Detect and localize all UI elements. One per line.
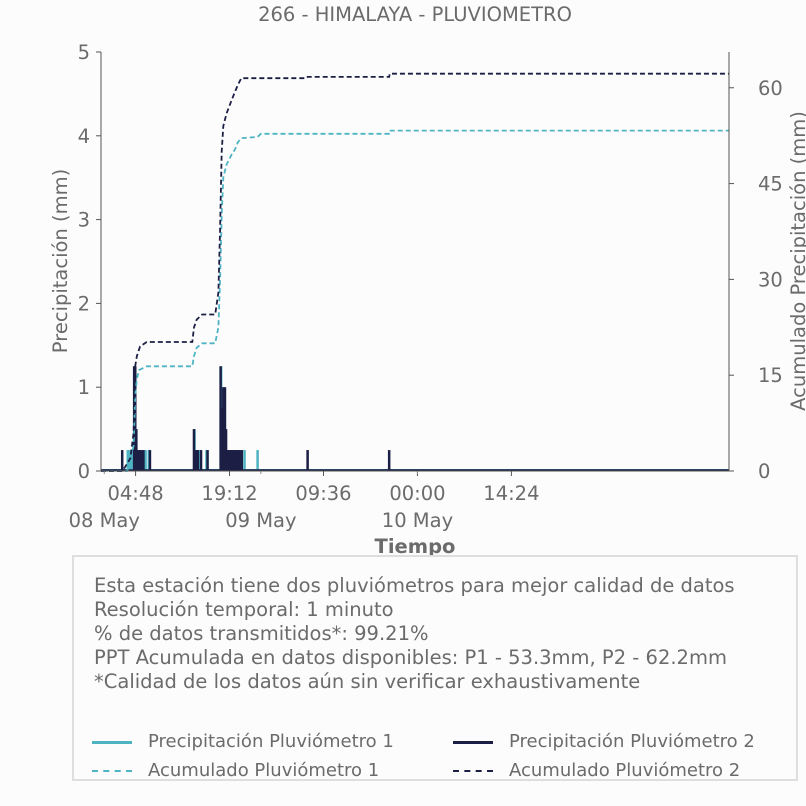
info-line-quality: *Calidad de los datos aún sin verificar … bbox=[94, 670, 641, 693]
y-tick-label: 3 bbox=[78, 209, 90, 232]
y2-axis-label: Acumulado Precipitación (mm) bbox=[787, 111, 806, 411]
y-axis-label: Precipitación (mm) bbox=[49, 169, 72, 353]
info-line-transmitted: % de datos transmitidos*: 99.21% bbox=[94, 622, 429, 645]
y-tick-label: 1 bbox=[78, 376, 90, 399]
x-date-label: 09 May bbox=[225, 509, 296, 532]
legend-swatch-p1-accum bbox=[92, 770, 132, 772]
x-tick-label: 09:36 bbox=[295, 482, 351, 505]
chart-title: 266 - HIMALAYA - PLUVIOMETRO bbox=[258, 3, 572, 26]
info-box: Esta estación tiene dos pluviómetros par… bbox=[72, 555, 798, 781]
legend-label-p1-accum: Acumulado Pluviómetro 1 bbox=[148, 760, 380, 781]
legend-label-p2-precip: Precipitación Pluviómetro 2 bbox=[509, 731, 755, 752]
series-accumulated bbox=[101, 72, 729, 472]
y2-tick-label: 0 bbox=[758, 460, 770, 483]
legend-label-p1-precip: Precipitación Pluviómetro 1 bbox=[148, 731, 394, 752]
precipitation-chart: 266 - HIMALAYA - PLUVIOMETRO Precipitaci… bbox=[49, 3, 806, 558]
y-tick-label: 2 bbox=[78, 292, 90, 315]
y2-tick-label: 15 bbox=[758, 364, 783, 387]
x-date-label: 08 May bbox=[69, 509, 140, 532]
legend-label-p2-accum: Acumulado Pluviómetro 2 bbox=[509, 760, 741, 781]
x-tick-label: 19:12 bbox=[201, 482, 257, 505]
y2-tick-label: 45 bbox=[758, 173, 783, 196]
legend-swatch-p2-accum bbox=[453, 770, 493, 772]
x-axis-label: Tiempo bbox=[375, 535, 456, 558]
x-tick-label: 04:48 bbox=[107, 482, 163, 505]
y-tick-label: 5 bbox=[78, 41, 90, 64]
legend-swatch-p2-precip bbox=[453, 741, 493, 744]
y2-tick-label: 60 bbox=[758, 77, 783, 100]
info-line-resolution: Resolución temporal: 1 minuto bbox=[94, 598, 394, 621]
accumulated-p2-line bbox=[101, 72, 729, 472]
legend-swatch-p1-precip bbox=[92, 741, 132, 744]
info-line-stations: Esta estación tiene dos pluviómetros par… bbox=[94, 574, 735, 597]
accumulated-p1-line bbox=[101, 129, 729, 472]
y-tick-label: 0 bbox=[78, 460, 90, 483]
x-tick-label: 14:24 bbox=[483, 482, 539, 505]
chart-axes bbox=[96, 51, 734, 476]
y-tick-label: 4 bbox=[78, 125, 90, 148]
series-precip-p2 bbox=[101, 366, 729, 471]
x-date-label: 10 May bbox=[382, 509, 453, 532]
y2-tick-label: 30 bbox=[758, 268, 783, 291]
x-tick-label: 00:00 bbox=[389, 482, 445, 505]
info-line-accumulated: PPT Acumulada en datos disponibles: P1 -… bbox=[94, 646, 727, 669]
